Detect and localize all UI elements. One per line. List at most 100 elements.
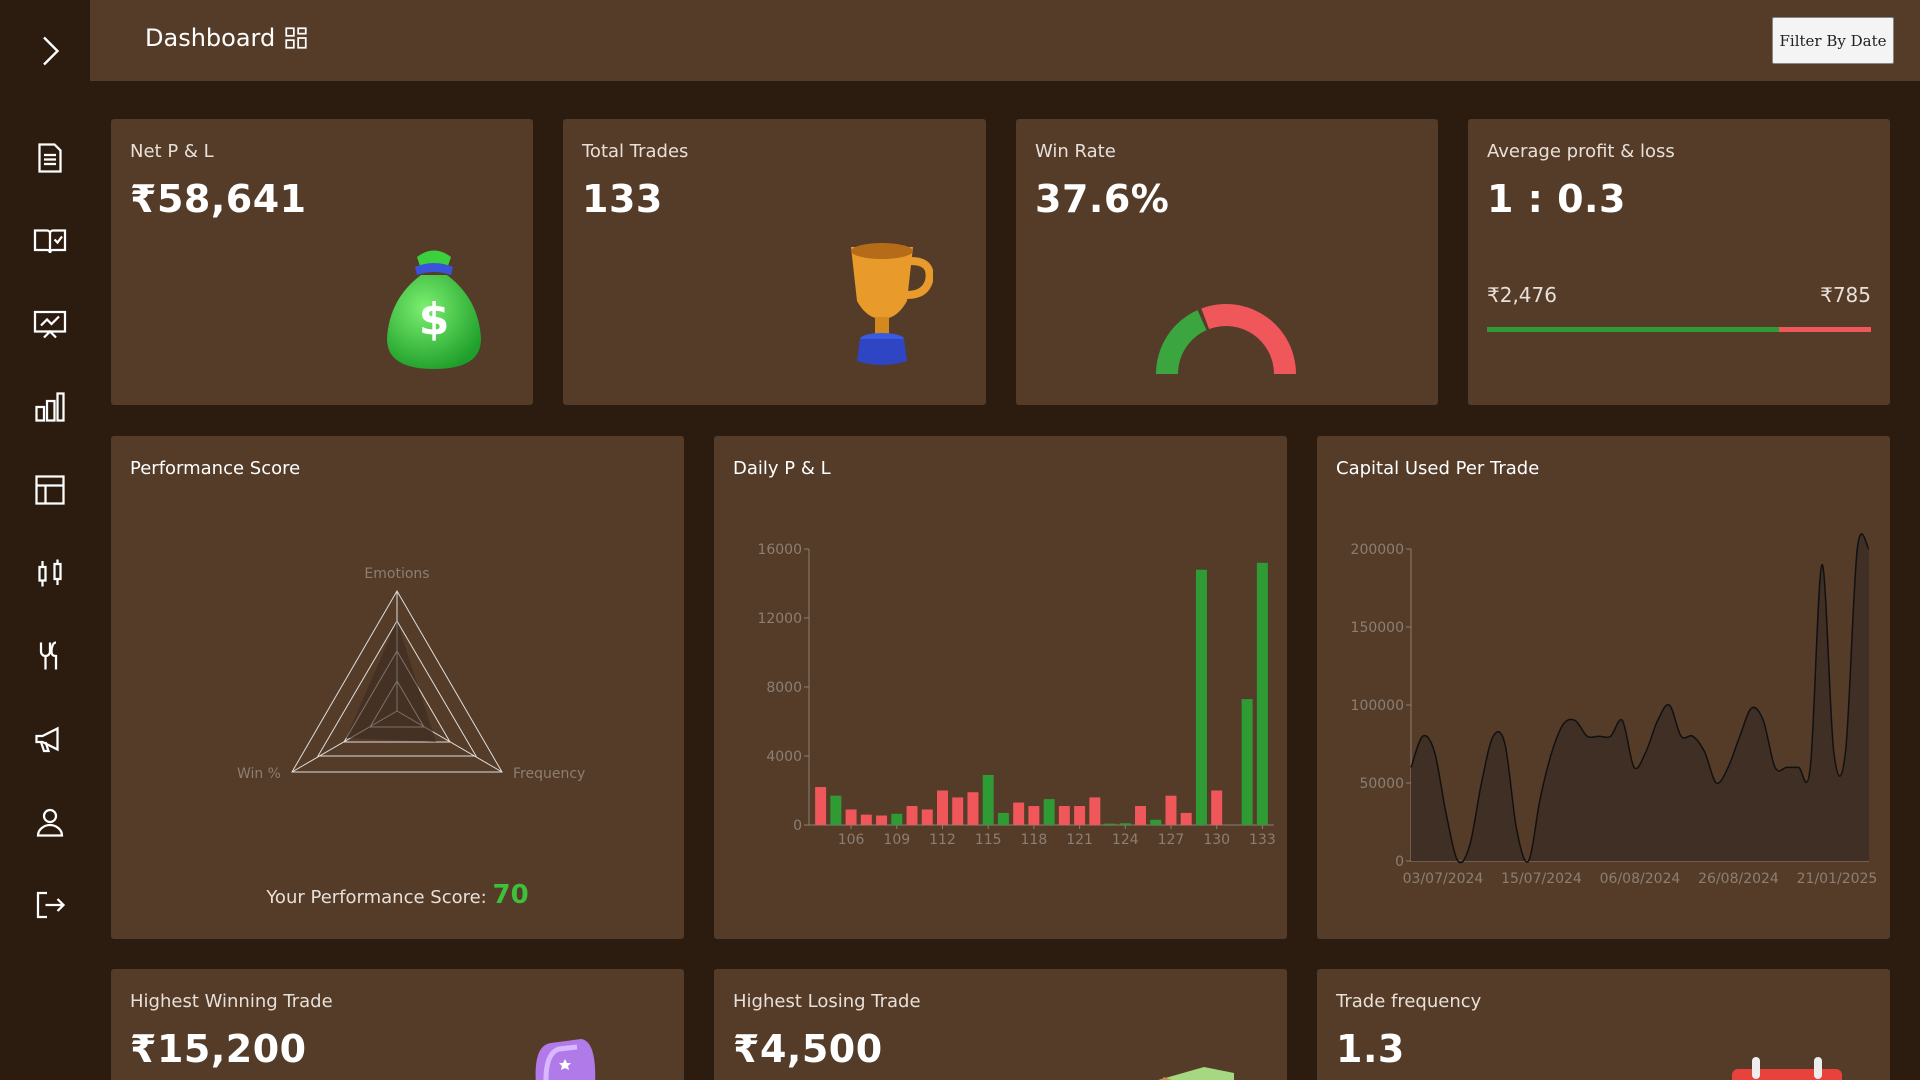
win-rate-card: Win Rate 37.6%	[1016, 119, 1438, 405]
avg-loss-value: ₹785	[1820, 283, 1871, 307]
table-icon[interactable]	[27, 467, 73, 513]
win-rate-value: 37.6%	[1035, 177, 1170, 221]
daily-y-tick-label: 8000	[766, 680, 802, 696]
avg-pl-value: 1 : 0.3	[1487, 177, 1626, 221]
daily-x-tick-label: 106	[838, 832, 865, 848]
avg-profit-value: ₹2,476	[1487, 283, 1557, 307]
capital-y-tick-label: 200000	[1351, 542, 1404, 558]
presentation-icon[interactable]	[27, 301, 73, 347]
capital-x-tick-label: 15/07/2024	[1501, 871, 1582, 887]
daily-bar	[891, 813, 903, 825]
daily-x-tick-label: 133	[1249, 832, 1276, 848]
total-trades-label: Total Trades	[582, 141, 689, 162]
highest-win-label: Highest Winning Trade	[130, 991, 333, 1012]
daily-bar	[1150, 819, 1162, 825]
daily-bar	[830, 795, 842, 825]
daily-bar	[952, 797, 964, 825]
avg-pl-bar-profit	[1487, 327, 1779, 332]
daily-bar	[1028, 806, 1040, 825]
total-trades-card: Total Trades 133	[563, 119, 986, 405]
user-icon[interactable]	[27, 799, 73, 845]
avg-pl-label: Average profit & loss	[1487, 141, 1675, 162]
daily-bar	[1256, 562, 1268, 825]
daily-x-tick-label: 121	[1066, 832, 1093, 848]
capital-used-chart: 0 50000 100000 150000 200000 03/07/2024 15/07/…	[1351, 533, 1878, 887]
performance-score-value: 70	[492, 880, 529, 910]
filter-by-date-button[interactable]: Filter By Date	[1772, 17, 1894, 64]
daily-pl-card: Daily P & L 0 4000 8000 12000 16000 106 109 112…	[714, 436, 1287, 939]
tools-icon[interactable]	[27, 633, 73, 679]
daily-bar	[1089, 797, 1101, 825]
performance-score-card: Performance Score Emotions Frequency Win…	[111, 436, 684, 939]
capital-y-tick-label: 0	[1395, 854, 1404, 870]
top-bar: Dashboard Filter By Date	[90, 0, 1920, 81]
capital-x-tick-label: 03/07/2024	[1403, 871, 1484, 887]
daily-x-tick-label: 124	[1112, 832, 1139, 848]
performance-radar-chart: Emotions Frequency Win %	[237, 566, 585, 782]
daily-bar	[1119, 823, 1131, 825]
medal-icon	[535, 1039, 596, 1080]
daily-bar	[997, 812, 1009, 825]
calendar-icon	[1732, 1057, 1842, 1080]
gauge-loss-arc	[1201, 304, 1296, 374]
net-pl-label: Net P & L	[130, 141, 214, 162]
capital-x-tick-label: 06/08/2024	[1600, 871, 1681, 887]
document-icon[interactable]	[27, 135, 73, 181]
megaphone-icon[interactable]	[27, 716, 73, 762]
capital-line	[1410, 533, 1870, 864]
daily-bar	[1074, 806, 1086, 825]
radar-label-emotions: Emotions	[364, 566, 429, 582]
daily-y-tick-label: 16000	[757, 542, 802, 558]
net-pl-card: Net P & L ₹58,641 $	[111, 119, 533, 405]
daily-bar	[1211, 790, 1223, 825]
chevron-right-icon[interactable]	[27, 28, 73, 74]
daily-bar	[1058, 806, 1070, 825]
journal-icon[interactable]	[27, 218, 73, 264]
daily-y-tick-label: 4000	[766, 749, 802, 765]
daily-bar	[845, 809, 857, 825]
daily-y-tick-label: 0	[793, 818, 802, 834]
capital-title: Capital Used Per Trade	[1336, 458, 1540, 479]
trade-frequency-card: Trade frequency 1.3	[1317, 969, 1890, 1080]
logout-icon[interactable]	[27, 882, 73, 928]
daily-x-tick-label: 127	[1158, 832, 1185, 848]
cash-stack-icon	[1158, 1067, 1234, 1080]
radar-label-win: Win %	[237, 766, 281, 782]
highest-win-value: ₹15,200	[130, 1027, 307, 1071]
net-pl-value: ₹58,641	[130, 177, 307, 221]
daily-bar	[906, 806, 918, 825]
page-title: Dashboard	[145, 24, 309, 52]
daily-bar	[1135, 806, 1147, 825]
bar-chart-icon[interactable]	[27, 384, 73, 430]
total-trades-value: 133	[582, 177, 663, 221]
daily-bar	[1180, 812, 1192, 825]
highest-win-card: Highest Winning Trade ₹15,200	[111, 969, 684, 1080]
daily-x-tick-label: 112	[929, 832, 956, 848]
capital-y-tick-label: 50000	[1359, 776, 1404, 792]
page-title-text: Dashboard	[145, 24, 276, 52]
svg-text:$: $	[419, 294, 450, 345]
daily-bar	[1043, 799, 1055, 825]
sidebar	[0, 0, 90, 1080]
daily-pl-chart: 0 4000 8000 12000 16000 106 109 112 115 118 121 124…	[757, 542, 1276, 848]
daily-bar	[982, 774, 994, 825]
daily-bar	[921, 809, 933, 825]
daily-bar	[860, 814, 872, 825]
daily-y-tick-label: 12000	[757, 611, 802, 627]
radar-label-frequency: Frequency	[513, 766, 585, 782]
performance-title: Performance Score	[130, 458, 301, 479]
daily-bar	[1195, 569, 1207, 825]
grid-icon	[285, 27, 307, 49]
capital-y-tick-label: 150000	[1351, 620, 1404, 636]
capital-x-tick-label: 21/01/2025	[1797, 871, 1878, 887]
capital-x-tick-label: 26/08/2024	[1698, 871, 1779, 887]
candlestick-icon[interactable]	[27, 550, 73, 596]
win-rate-gauge	[1156, 304, 1296, 374]
capital-used-card: Capital Used Per Trade 0 50000 100000 15000…	[1317, 436, 1890, 939]
capital-area	[1411, 533, 1869, 863]
daily-x-tick-label: 130	[1203, 832, 1230, 848]
trophy-icon	[851, 243, 933, 365]
trade-frequency-value: 1.3	[1336, 1027, 1405, 1071]
capital-y-tick-label: 100000	[1351, 698, 1404, 714]
performance-score-line: Your Performance Score: 70	[111, 880, 684, 910]
